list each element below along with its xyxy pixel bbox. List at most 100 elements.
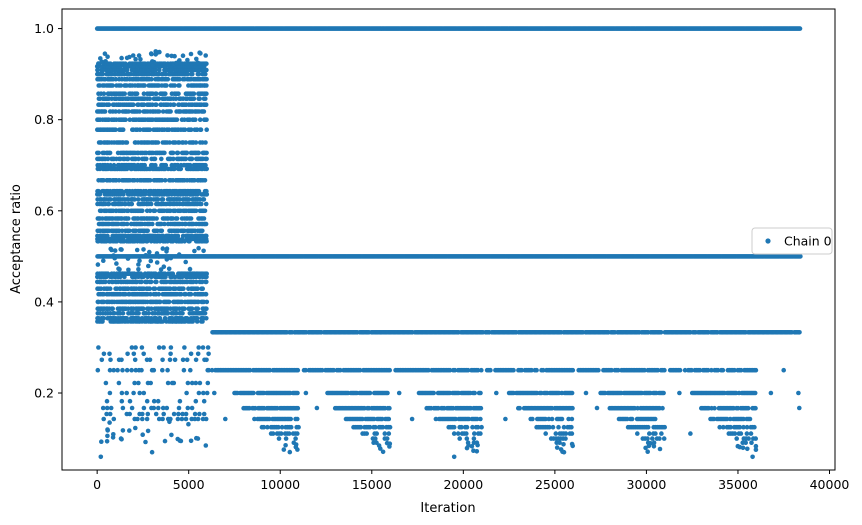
data-point bbox=[267, 367, 273, 373]
data-point bbox=[111, 367, 116, 373]
data-point bbox=[148, 51, 154, 56]
data-point bbox=[123, 201, 128, 207]
data-point bbox=[200, 228, 205, 234]
data-point bbox=[190, 71, 195, 77]
data-point bbox=[142, 162, 147, 168]
data-point bbox=[204, 192, 210, 197]
data-point bbox=[195, 351, 201, 357]
data-point bbox=[153, 102, 159, 107]
data-point bbox=[113, 127, 118, 132]
data-point bbox=[151, 367, 157, 373]
data-point bbox=[108, 197, 113, 202]
data-point bbox=[150, 59, 155, 64]
data-point bbox=[115, 61, 121, 67]
data-point bbox=[136, 311, 141, 316]
data-point bbox=[161, 411, 166, 417]
data-point bbox=[131, 390, 136, 396]
data-point bbox=[141, 91, 147, 96]
data-point bbox=[128, 62, 133, 67]
data-point bbox=[357, 367, 363, 373]
data-point bbox=[110, 435, 116, 440]
data-point bbox=[206, 351, 211, 357]
data-point bbox=[373, 424, 378, 430]
data-point bbox=[140, 411, 145, 417]
data-point bbox=[119, 357, 124, 363]
data-point bbox=[203, 96, 208, 101]
data-point bbox=[247, 367, 253, 373]
data-point bbox=[204, 117, 209, 122]
data-point bbox=[115, 367, 120, 373]
data-point bbox=[172, 83, 177, 88]
data-point bbox=[164, 83, 169, 88]
data-point bbox=[205, 380, 211, 386]
data-point bbox=[144, 156, 149, 162]
data-point bbox=[148, 258, 154, 264]
data-point bbox=[195, 192, 200, 197]
data-point bbox=[188, 127, 194, 132]
data-point bbox=[141, 102, 147, 107]
data-point bbox=[136, 380, 141, 386]
data-point bbox=[180, 53, 186, 58]
data-point bbox=[102, 109, 108, 114]
data-point bbox=[170, 216, 176, 221]
data-point bbox=[181, 367, 187, 373]
data-point bbox=[189, 405, 195, 411]
data-point bbox=[187, 162, 193, 168]
data-point bbox=[182, 127, 188, 132]
data-point bbox=[156, 416, 162, 422]
data-point bbox=[190, 319, 195, 324]
data-point bbox=[380, 449, 386, 455]
data-point bbox=[108, 246, 113, 252]
data-point bbox=[511, 367, 516, 373]
data-point bbox=[124, 367, 130, 373]
data-point bbox=[200, 319, 205, 324]
data-point bbox=[146, 311, 151, 316]
data-point bbox=[204, 156, 209, 162]
data-point bbox=[126, 216, 131, 221]
data-point bbox=[465, 367, 471, 373]
data-point bbox=[124, 67, 130, 73]
data-point bbox=[130, 53, 136, 58]
data-point bbox=[196, 71, 202, 77]
data-point bbox=[596, 367, 601, 373]
data-point bbox=[171, 102, 177, 107]
data-point bbox=[797, 330, 802, 335]
data-point bbox=[100, 71, 106, 77]
data-point bbox=[127, 428, 132, 433]
data-point bbox=[132, 197, 137, 202]
data-point bbox=[119, 247, 124, 252]
data-point bbox=[160, 416, 165, 422]
data-point bbox=[120, 428, 126, 433]
data-point bbox=[519, 367, 524, 373]
data-point bbox=[160, 246, 166, 251]
data-point bbox=[153, 162, 158, 168]
data-point bbox=[114, 261, 119, 266]
data-point bbox=[113, 109, 118, 114]
data-point bbox=[720, 367, 726, 373]
data-point bbox=[283, 443, 288, 448]
data-point bbox=[170, 150, 176, 156]
data-point bbox=[188, 291, 194, 297]
data-point bbox=[149, 274, 154, 280]
data-point bbox=[200, 416, 206, 422]
data-point bbox=[108, 61, 113, 66]
data-point bbox=[175, 416, 181, 422]
data-point bbox=[279, 424, 285, 430]
data-point bbox=[177, 83, 182, 88]
data-point bbox=[101, 258, 106, 264]
data-point bbox=[101, 416, 106, 422]
data-point bbox=[270, 431, 276, 436]
data-point bbox=[176, 405, 182, 411]
data-point bbox=[116, 266, 121, 272]
data-point bbox=[201, 248, 206, 254]
data-point bbox=[149, 306, 154, 312]
data-point bbox=[189, 306, 195, 312]
data-point bbox=[178, 438, 184, 444]
data-point bbox=[186, 197, 192, 202]
data-point bbox=[105, 433, 110, 439]
data-point bbox=[157, 299, 163, 305]
data-point bbox=[188, 216, 194, 221]
data-point bbox=[108, 405, 114, 411]
data-point bbox=[534, 367, 539, 373]
data-point bbox=[204, 299, 210, 305]
